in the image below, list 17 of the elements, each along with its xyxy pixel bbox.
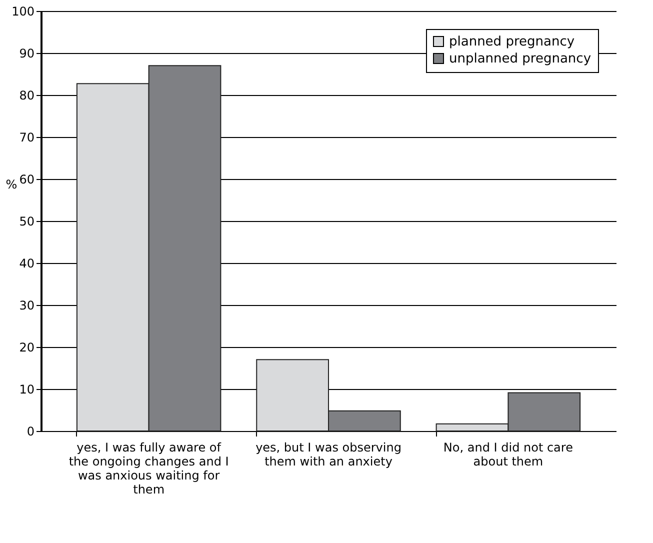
x-tick-label: yes, but I was observing them with an anxiety [256,440,402,468]
y-tick-label: 50 [19,214,34,228]
y-axis-title: % [6,178,18,192]
legend-label: planned pregnancy [449,34,575,50]
y-tick-label: 30 [19,298,34,312]
y-tick-label: 100 [12,4,34,18]
y-tick-label: 40 [19,256,34,270]
x-tick-label: yes, I was fully aware of the ongoing changes and I was anxious waiting for them [68,440,229,496]
y-tick-label: 10 [19,382,34,396]
y-tick-label: 20 [19,340,34,354]
y-tick-label: 0 [26,424,34,438]
y-tick-label: 60 [19,172,34,186]
y-tick-label: 80 [19,88,34,102]
y-tick-label: 70 [19,130,34,144]
legend-label: unplanned pregnancy [449,52,592,66]
y-tick-label: 90 [19,46,34,60]
x-tick-label: No, and I did not care about them [443,440,573,468]
